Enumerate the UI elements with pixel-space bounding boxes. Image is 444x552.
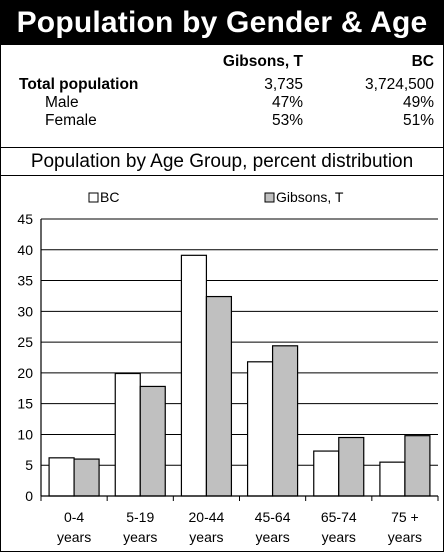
x-tick-label: years — [322, 529, 356, 545]
population-stats-table: Gibsons, T BC Total population 3,735 3,7… — [1, 53, 443, 130]
y-tick-label: 40 — [17, 242, 33, 258]
row-label: Female — [45, 112, 97, 129]
y-tick-label: 15 — [17, 396, 33, 412]
bar-gibsons — [271, 345, 299, 497]
table-row-total: Total population 3,735 3,724,500 — [1, 76, 443, 94]
age-distribution-chart: 0 5 10 15 20 25 30 35 40 45 0-4 years 5-19 years 20-44… — [17, 189, 439, 545]
x-tick-label: years — [189, 529, 223, 545]
cell-value: 47% — [271, 94, 303, 111]
y-tick-label: 35 — [17, 273, 33, 289]
bar-bc — [114, 372, 141, 497]
bar-gibsons — [205, 295, 233, 497]
column-header-bc: BC — [411, 53, 434, 70]
page-title: Population by Gender & Age — [1, 1, 443, 45]
x-tick-label: 45-64 — [255, 509, 291, 525]
row-label: Male — [45, 94, 79, 111]
bar-bc — [180, 254, 208, 497]
bar-gibsons — [139, 385, 166, 497]
bar-gibsons — [404, 435, 431, 497]
y-tick-label: 45 — [17, 211, 33, 227]
legend-label: BC — [100, 189, 119, 205]
bar-bc — [246, 361, 274, 497]
column-header-gibsons: Gibsons, T — [222, 53, 303, 70]
chart-title: Population by Age Group, percent distrib… — [1, 147, 443, 176]
bar-bc — [379, 461, 406, 497]
cell-value: 3,724,500 — [365, 76, 434, 93]
bar-gibsons — [338, 436, 365, 497]
cell-value: 49% — [402, 94, 434, 111]
cell-value: 51% — [402, 112, 434, 129]
x-tick-label: 5-19 — [126, 509, 154, 525]
x-tick-label: 65-74 — [321, 509, 357, 525]
x-tick-label: 75 + — [391, 509, 419, 525]
table-row-male: Male 47% 49% — [1, 94, 443, 112]
x-tick-label: years — [57, 529, 91, 545]
table-row-female: Female 53% 51% — [1, 112, 443, 130]
legend-label: Gibsons, T — [276, 189, 344, 205]
bar-bc — [48, 457, 75, 497]
legend-swatch — [88, 192, 99, 203]
x-tick-label: years — [123, 529, 157, 545]
row-label: Total population — [19, 76, 139, 93]
x-tick-label: 0-4 — [64, 509, 84, 525]
x-tick-label: years — [388, 529, 422, 545]
y-tick-label: 5 — [25, 457, 33, 473]
stats-header-row: Gibsons, T BC — [1, 53, 443, 71]
x-tick-label: 20-44 — [189, 509, 225, 525]
bar-gibsons — [73, 458, 100, 497]
y-tick-label: 30 — [17, 303, 33, 319]
y-tick-label: 10 — [17, 426, 33, 442]
x-tick-label: years — [255, 529, 289, 545]
legend-swatch — [264, 192, 275, 203]
cell-value: 53% — [271, 112, 303, 129]
y-tick-label: 20 — [17, 365, 33, 381]
bar-bc — [313, 450, 340, 497]
cell-value: 3,735 — [264, 76, 303, 93]
y-tick-label: 25 — [17, 334, 33, 350]
y-tick-label: 0 — [25, 488, 33, 504]
